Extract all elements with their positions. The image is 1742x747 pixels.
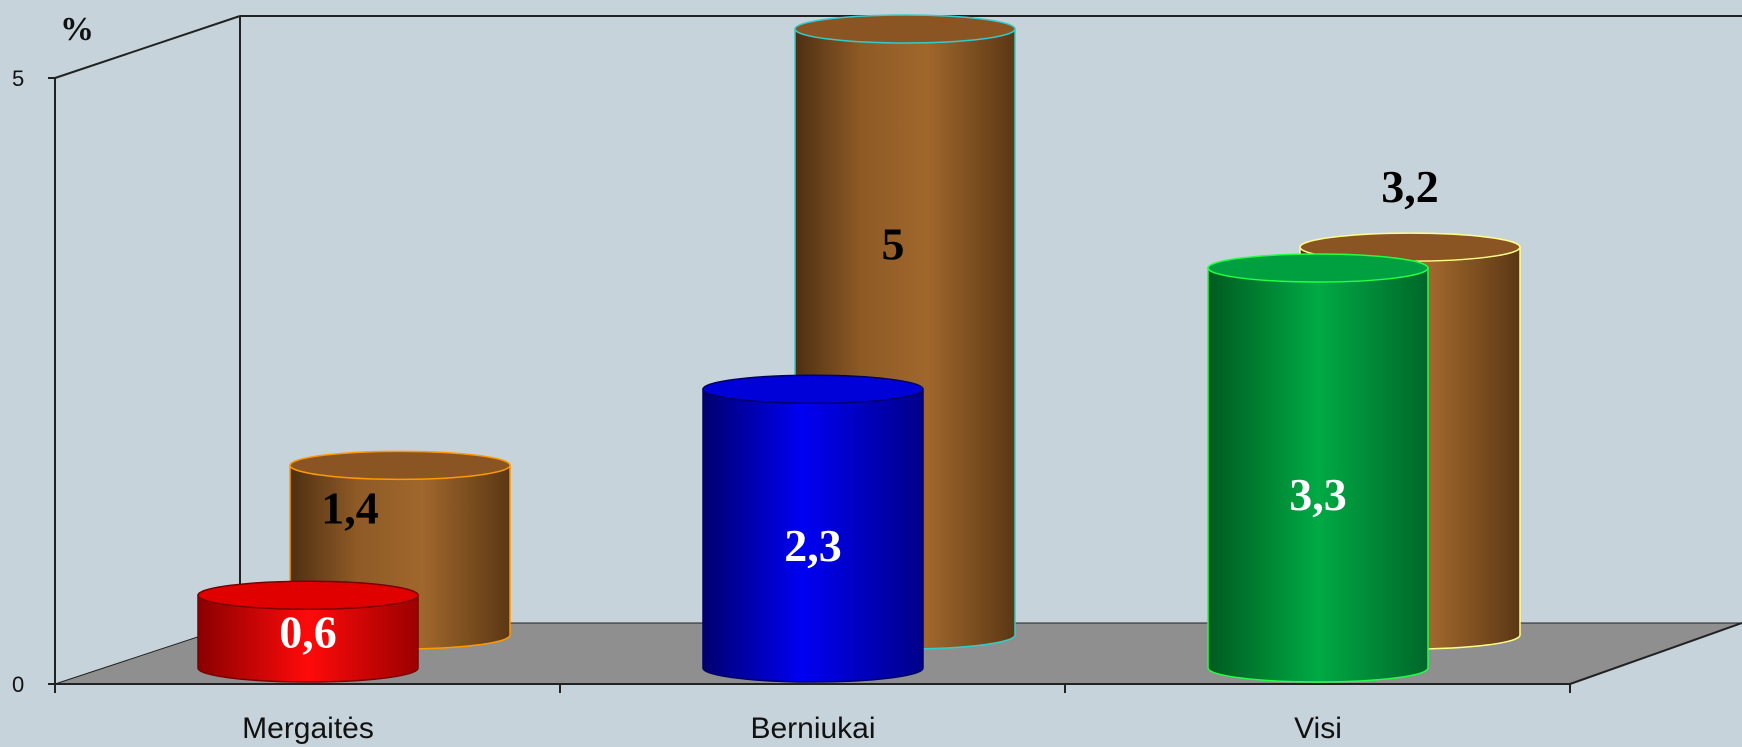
data-label: 1,4 — [321, 482, 379, 533]
bar-top — [1207, 253, 1429, 283]
category-label: Mergaitės — [242, 712, 374, 745]
data-label: 0,6 — [279, 606, 337, 657]
data-label: 5 — [882, 218, 905, 269]
data-label: 2,3 — [784, 520, 842, 571]
data-label: 3,2 — [1381, 161, 1439, 212]
bar-body — [1207, 267, 1429, 683]
bar-top — [702, 374, 924, 404]
y-tick-label-5: 5 — [12, 66, 24, 91]
y-tick-label-0: 0 — [12, 672, 24, 697]
bar-top — [794, 14, 1016, 44]
category-label: Berniukai — [750, 712, 875, 745]
data-label: 3,3 — [1289, 469, 1347, 520]
bar: 3,3 — [1207, 253, 1429, 683]
side-wall-top-edge — [54, 15, 241, 79]
bars-group: 1,4 5 3,2 0,6 2,3 3,3 — [197, 14, 1521, 683]
bar: 2,3 — [702, 374, 924, 683]
floor-right-edge — [1569, 622, 1742, 685]
bar-top — [197, 580, 419, 611]
bar-body — [702, 388, 924, 683]
bar-body — [197, 594, 419, 683]
y-unit-label: % — [60, 11, 94, 48]
bar-top — [289, 450, 511, 481]
category-label: Visi — [1294, 712, 1342, 745]
bar: 0,6 — [197, 580, 419, 683]
